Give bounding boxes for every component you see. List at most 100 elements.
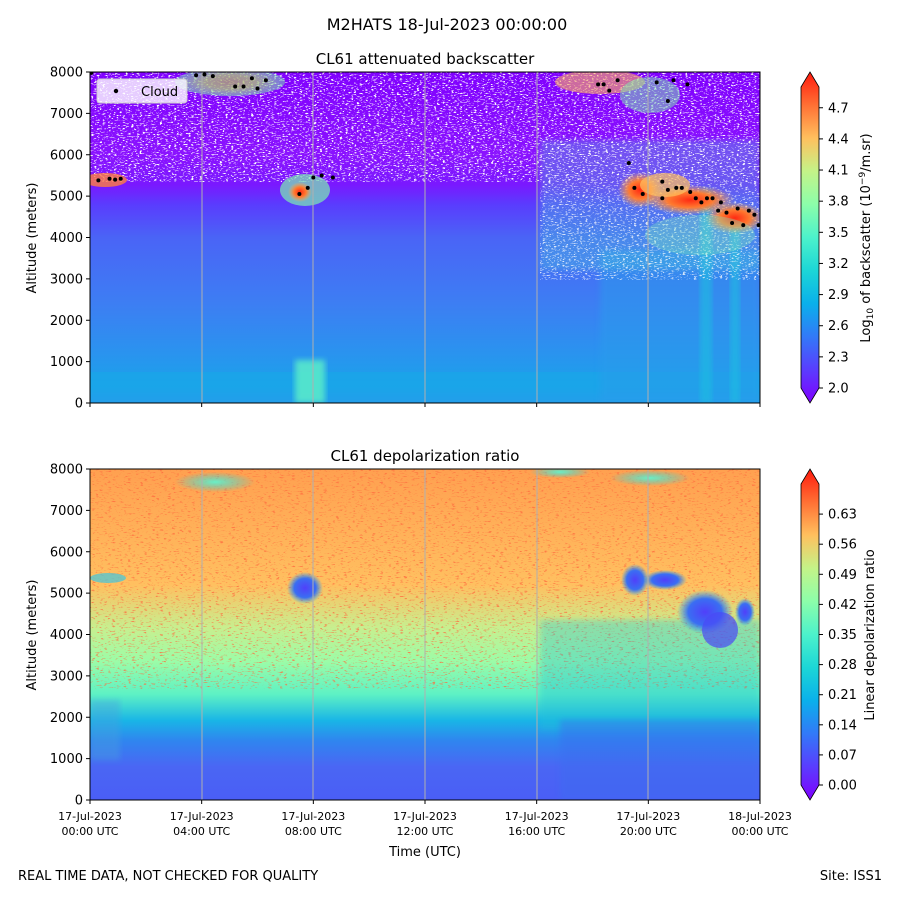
cloud-point — [710, 196, 715, 201]
depolarization-ytick-label: 3000 — [50, 669, 83, 684]
cloud-point — [693, 196, 698, 201]
backscatter-ytick-label: 0 — [75, 397, 83, 412]
cloud-point — [660, 196, 665, 201]
backscatter-colorbar: 2.0 2.3 2.6 2.9 3.2 3.5 3.8 4.1 4.4 4.7 Log10 of … — [800, 71, 876, 404]
cloud-point — [249, 76, 254, 81]
time-xlabel: Time (UTC) — [388, 845, 461, 860]
backscatter-gridlines — [201, 72, 649, 403]
depolarization-xtick-time: 08:00 UTC — [285, 825, 342, 838]
cloud-point — [660, 179, 665, 184]
cloud-point — [90, 72, 94, 75]
backscatter-cbar-tick-label: 3.8 — [828, 195, 849, 210]
backscatter-ylabel: Altitude (meters) — [25, 183, 40, 294]
depolarization-cbar-tick-label: 0.56 — [828, 538, 857, 553]
legend-marker — [113, 88, 119, 94]
depolarization-panel: CL61 depolarization ratio — [25, 447, 878, 860]
depolarization-xtick-time: 16:00 UTC — [508, 825, 565, 838]
depolarization-xtick-date: 17-Jul-2023 — [170, 810, 234, 823]
cloud-point — [716, 208, 721, 213]
cloud-point — [752, 212, 757, 217]
backscatter-ytick-label: 7000 — [50, 107, 83, 122]
backscatter-cbar-tick-label: 2.6 — [828, 319, 849, 334]
backscatter-cbar-tick-label: 3.5 — [828, 226, 849, 241]
depolarization-x-axis: 17-Jul-2023 00:00 UTC 17-Jul-2023 04:00 UTC… — [58, 800, 792, 838]
depolarization-cbar-tick-label: 0.21 — [828, 688, 857, 703]
cloud-point — [113, 177, 118, 182]
depolarization-ytick-label: 1000 — [50, 752, 83, 767]
depolarization-colorbar-label: Linear depolarization ratio — [863, 549, 878, 720]
depolarization-heatmap — [90, 469, 760, 800]
backscatter-ytick-label: 2000 — [50, 314, 83, 329]
cloud-point — [263, 78, 268, 83]
cloud-point — [756, 223, 760, 228]
cbar-label-mid: of backscatter (10 — [859, 185, 874, 308]
backscatter-cbar-tick-label: 3.2 — [828, 257, 849, 272]
depolarization-xtick-date: 17-Jul-2023 — [393, 810, 457, 823]
backscatter-cbar-tick-label: 2.0 — [828, 382, 849, 397]
cloud-point — [654, 80, 659, 85]
backscatter-cbar-tick-label: 4.1 — [828, 164, 849, 179]
depolarization-cbar-tick-label: 0.35 — [828, 628, 857, 643]
cloud-point — [241, 84, 246, 89]
depolarization-xtick-time: 12:00 UTC — [396, 825, 453, 838]
depolarization-cbar-tick-label: 0.28 — [828, 658, 857, 673]
depolarization-title: CL61 depolarization ratio — [331, 447, 520, 465]
depolarization-xtick-date: 17-Jul-2023 — [616, 810, 680, 823]
cloud-point — [311, 175, 316, 180]
quality-notice: REAL TIME DATA, NOT CHECKED FOR QUALITY — [18, 869, 319, 884]
cloud-point — [202, 72, 207, 77]
depolarization-cbar-tick-label: 0.42 — [828, 598, 857, 613]
cbar-label-sub: 10 — [866, 308, 876, 320]
cloud-point — [640, 192, 645, 197]
cloud-point — [596, 82, 601, 87]
cloud-point — [671, 78, 676, 83]
depolarization-cbar-tick-label: 0.00 — [828, 779, 857, 794]
depolarization-ytick-label: 4000 — [50, 628, 83, 643]
depolarization-xtick-date: 18-Jul-2023 — [728, 810, 792, 823]
cbar-label-log: Log — [859, 319, 874, 342]
cloud-point — [607, 88, 612, 93]
cloud-point — [746, 208, 751, 213]
cloud-point — [724, 210, 729, 215]
backscatter-title: CL61 attenuated backscatter — [316, 50, 535, 68]
depolarization-cbar-tick-label: 0.49 — [828, 568, 857, 583]
depolarization-cbar-tick-label: 0.63 — [828, 508, 857, 523]
depolarization-colorbar: 0.00 0.07 0.14 0.21 0.28 0.35 0.42 0.49 0.56 0.63… — [800, 468, 878, 801]
cloud-point — [704, 196, 709, 201]
cloud-point — [305, 185, 310, 190]
depolarization-gridlines — [201, 469, 649, 800]
cloud-point — [297, 192, 302, 197]
cloud-point — [679, 185, 684, 190]
backscatter-ytick-label: 1000 — [50, 355, 83, 370]
backscatter-ytick-label: 6000 — [50, 148, 83, 163]
cloud-legend: Cloud — [96, 78, 188, 104]
depolarization-xtick-time: 00:00 UTC — [61, 825, 118, 838]
cloud-point — [632, 185, 637, 190]
depolarization-xtick-date: 17-Jul-2023 — [281, 810, 345, 823]
depolarization-ytick-label: 7000 — [50, 504, 83, 519]
cloud-points — [90, 72, 760, 228]
cloud-point — [118, 176, 123, 181]
figure-title: M2HATS 18-Jul-2023 00:00:00 — [327, 15, 568, 34]
depolarization-ylabel: Altitude (meters) — [25, 580, 40, 691]
cbar-label-sup: −9 — [858, 172, 868, 186]
cloud-point — [626, 161, 631, 166]
depolarization-ytick-label: 2000 — [50, 711, 83, 726]
depolarization-xtick-date: 17-Jul-2023 — [505, 810, 569, 823]
cloud-point — [674, 185, 679, 190]
backscatter-cbar-tick-label: 4.7 — [828, 101, 849, 116]
depolarization-xtick-time: 20:00 UTC — [620, 825, 677, 838]
cloud-point — [330, 175, 335, 180]
backscatter-ytick-label: 5000 — [50, 190, 83, 205]
backscatter-y-axis: 0 1000 2000 3000 4000 5000 6000 7000 8000 — [50, 66, 90, 412]
cloud-point — [665, 187, 670, 192]
depolarization-y-axis: 0 1000 2000 3000 4000 5000 6000 7000 8000 — [50, 463, 90, 809]
depolarization-xtick-time: 00:00 UTC — [731, 825, 788, 838]
cloud-point — [730, 221, 735, 226]
depolarization-ytick-label: 5000 — [50, 587, 83, 602]
backscatter-colorbar-label: Log10 of backscatter (10−9/m.sr) — [858, 133, 876, 342]
cbar-label-end: /m.sr) — [859, 133, 874, 171]
backscatter-x-axis — [89, 403, 761, 407]
cloud-point — [665, 98, 670, 103]
